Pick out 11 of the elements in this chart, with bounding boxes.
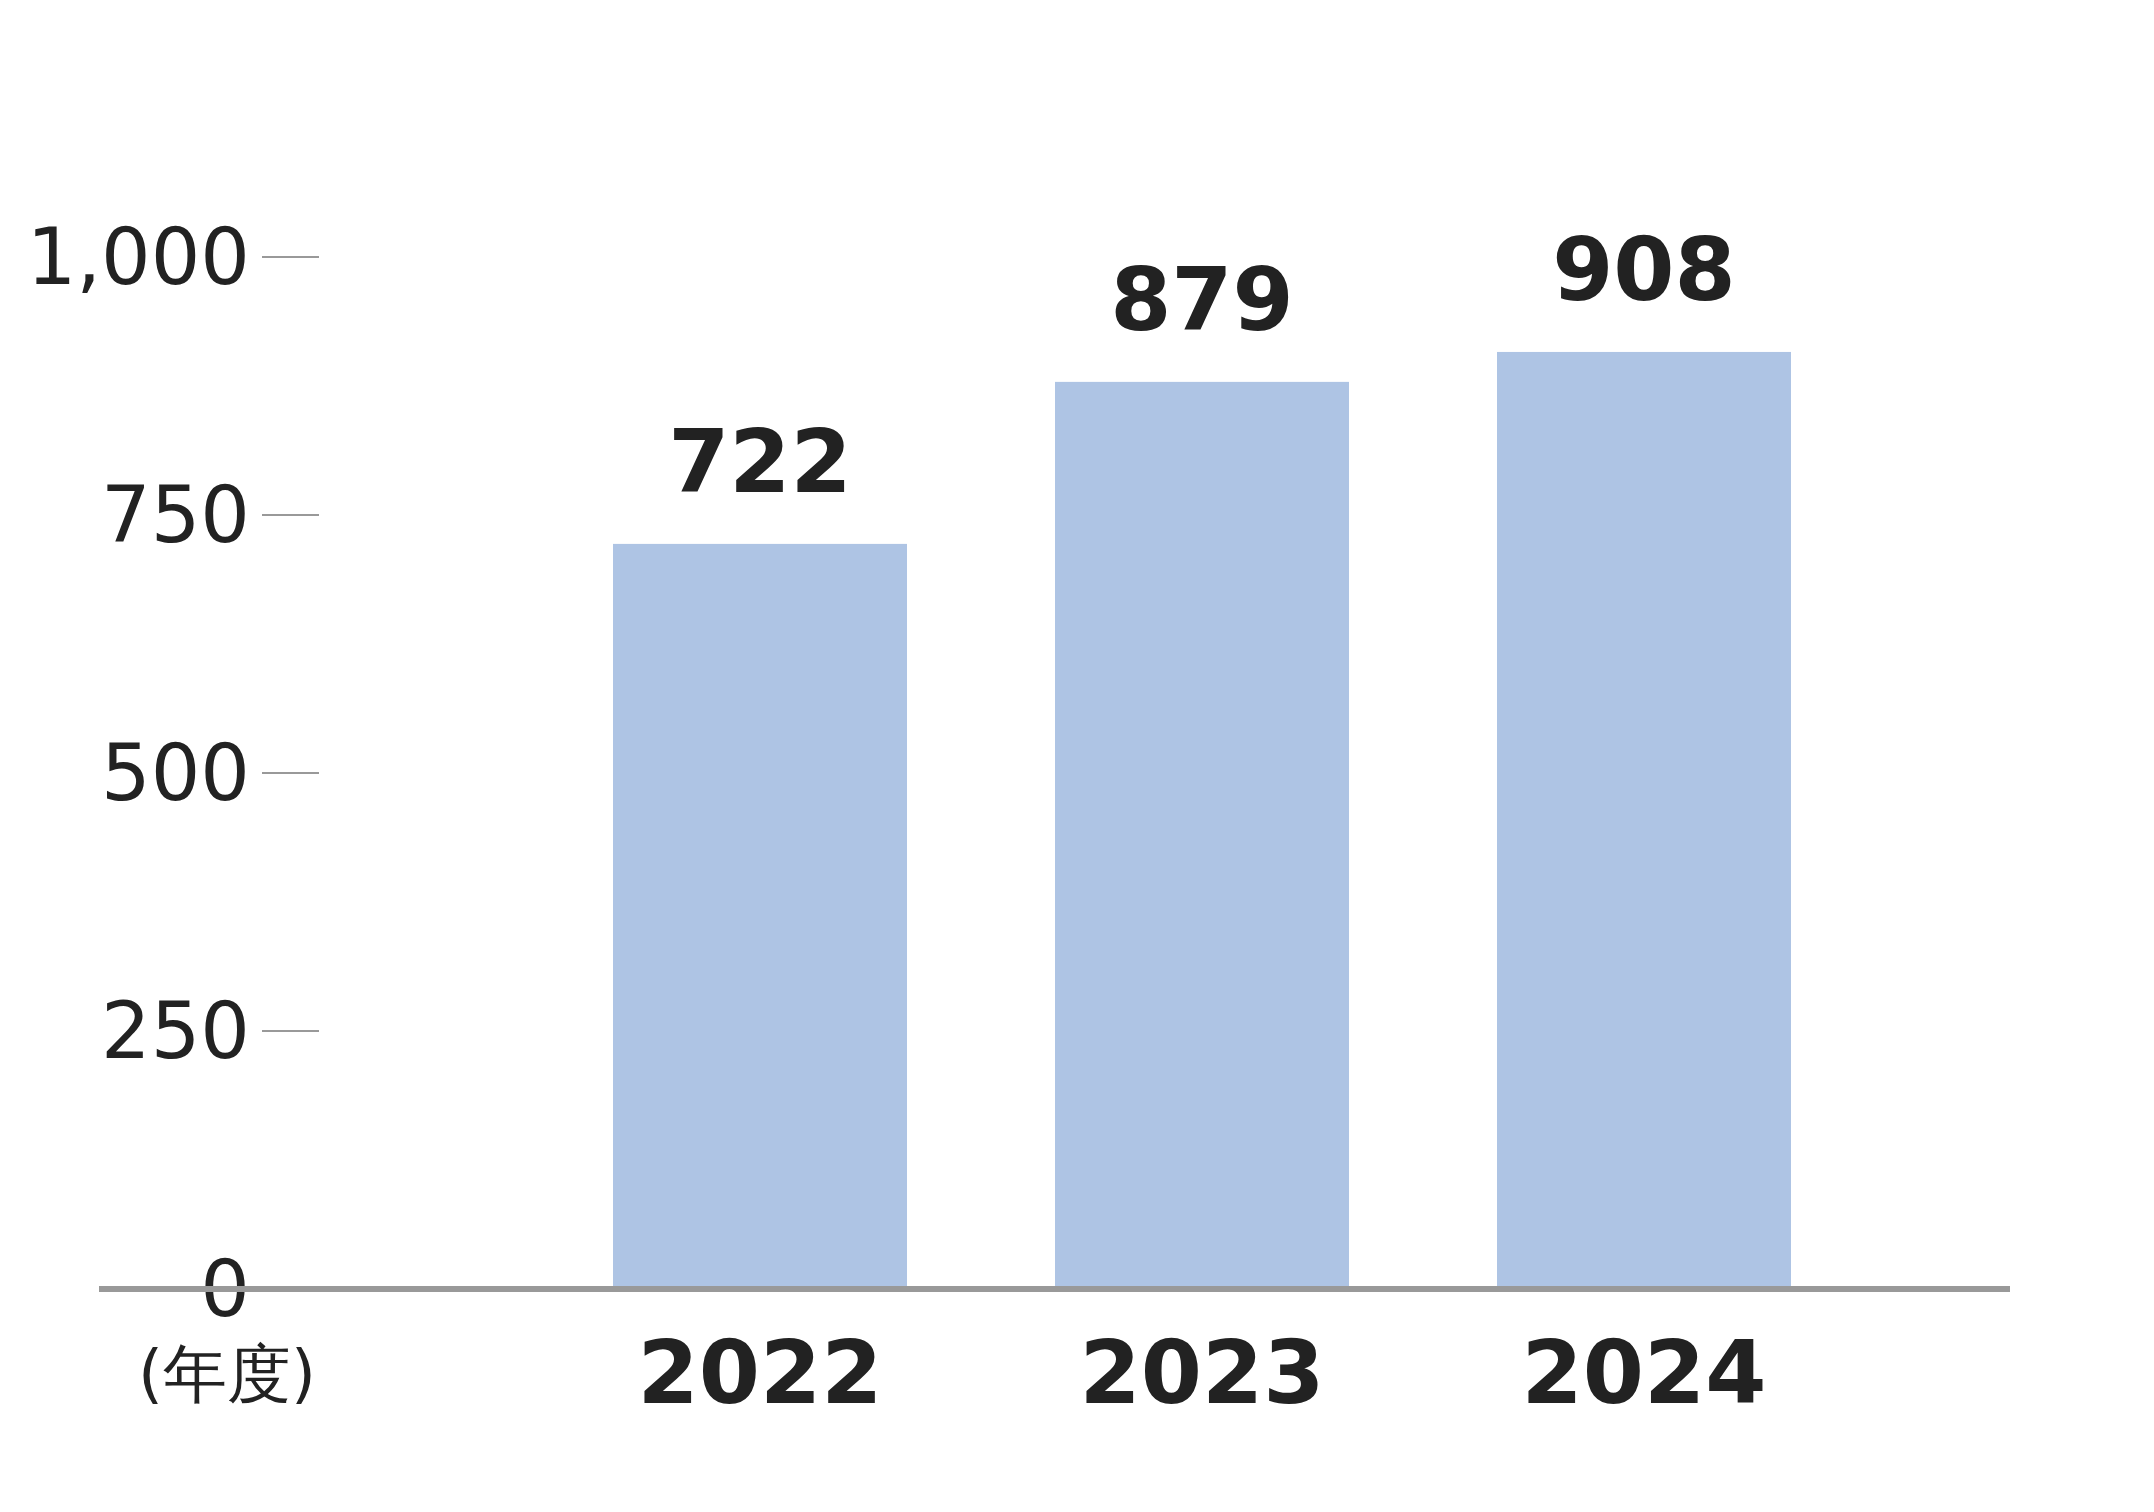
data-label: 879 bbox=[1110, 247, 1294, 351]
x-tick-label: 2023 bbox=[1079, 1321, 1325, 1424]
y-tick-label: 250 bbox=[101, 986, 250, 1076]
x-axis-title: (年度) bbox=[138, 1337, 316, 1411]
x-tick-label: 2022 bbox=[637, 1321, 883, 1424]
data-label: 908 bbox=[1552, 217, 1736, 321]
data-label: 722 bbox=[668, 409, 852, 513]
x-tick-label: 2024 bbox=[1521, 1321, 1767, 1424]
y-tick-label: 500 bbox=[101, 728, 250, 818]
y-tick-label: 1,000 bbox=[26, 212, 250, 302]
y-tick-label: 750 bbox=[101, 470, 250, 560]
